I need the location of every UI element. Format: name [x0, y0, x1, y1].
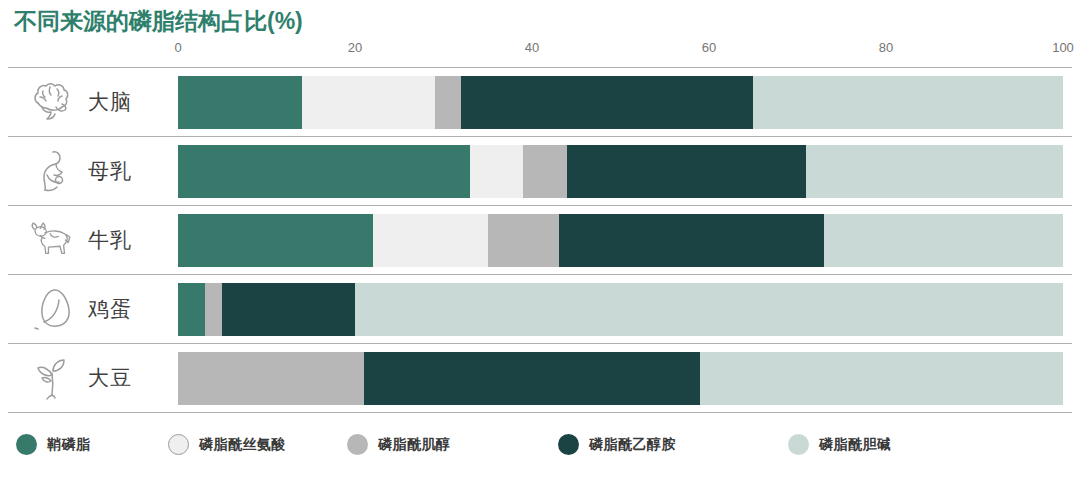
stacked-bar: [178, 283, 1063, 336]
stacked-bar: [178, 76, 1063, 129]
bar-segment: [567, 145, 806, 198]
chart-row: 牛乳: [8, 206, 1072, 275]
breastfeeding-mother-icon: [24, 145, 80, 197]
phosphatidylinositol-swatch-icon: [347, 434, 368, 455]
x-axis: 020406080100: [178, 40, 1063, 60]
row-header: 鸡蛋: [8, 283, 178, 335]
bar-segment: [178, 214, 373, 267]
bar-segment: [364, 352, 700, 405]
row-label: 鸡蛋: [88, 295, 132, 323]
phosphatidylcholine-swatch-icon: [788, 434, 809, 455]
x-axis-tick: 80: [879, 40, 893, 55]
phosphatidylethanolamine-swatch-icon: [558, 434, 579, 455]
bar-segment: [523, 145, 567, 198]
bar-segment: [461, 76, 753, 129]
stacked-bar-chart: 大脑母乳牛乳鸡蛋大豆: [8, 67, 1072, 413]
bar-segment: [205, 283, 223, 336]
legend-item: 磷脂酰乙醇胺: [558, 434, 676, 455]
legend-item: 磷脂酰丝氨酸: [168, 434, 286, 455]
legend-item: 磷脂酰肌醇: [347, 434, 451, 455]
legend-label: 磷脂酰乙醇胺: [589, 436, 676, 454]
bar-segment: [178, 76, 302, 129]
stacked-bar: [178, 352, 1063, 405]
bar-segment: [178, 283, 205, 336]
row-label: 牛乳: [88, 226, 132, 254]
x-axis-tick: 0: [174, 40, 181, 55]
egg-icon: [24, 283, 80, 335]
bar-segment: [806, 145, 1063, 198]
row-header: 大豆: [8, 352, 178, 404]
legend-label: 磷脂酰胆碱: [819, 436, 892, 454]
bar-segment: [700, 352, 1063, 405]
legend-label: 鞘磷脂: [47, 436, 91, 454]
x-axis-tick: 40: [525, 40, 539, 55]
row-label: 大脑: [88, 88, 132, 116]
row-header: 大脑: [8, 76, 178, 128]
bar-segment: [222, 283, 355, 336]
legend-label: 磷脂酰丝氨酸: [199, 436, 286, 454]
legend-item: 鞘磷脂: [16, 434, 91, 455]
bar-segment: [488, 214, 559, 267]
bar-segment: [435, 76, 462, 129]
bar-segment: [559, 214, 825, 267]
legend-item: 磷脂酰胆碱: [788, 434, 892, 455]
chart-row: 大脑: [8, 68, 1072, 137]
page-title: 不同来源的磷脂结构占比(%): [14, 6, 303, 37]
bar-segment: [178, 145, 470, 198]
bar-segment: [302, 76, 435, 129]
legend-label: 磷脂酰肌醇: [378, 436, 451, 454]
chart-row: 大豆: [8, 344, 1072, 413]
row-header: 母乳: [8, 145, 178, 197]
bar-segment: [355, 283, 1063, 336]
bar-segment: [753, 76, 1063, 129]
soybean-sprout-icon: [24, 352, 80, 404]
bar-segment: [178, 352, 364, 405]
bar-segment: [470, 145, 523, 198]
brain-icon: [24, 76, 80, 128]
x-axis-tick: 20: [348, 40, 362, 55]
stacked-bar: [178, 145, 1063, 198]
x-axis-tick: 100: [1052, 40, 1074, 55]
row-label: 母乳: [88, 157, 132, 185]
legend: 鞘磷脂 磷脂酰丝氨酸 磷脂酰肌醇 磷脂酰乙醇胺 磷脂酰胆碱: [0, 434, 1080, 464]
cow-icon: [24, 214, 80, 266]
chart-row: 母乳: [8, 137, 1072, 206]
x-axis-tick: 60: [702, 40, 716, 55]
row-header: 牛乳: [8, 214, 178, 266]
bar-segment: [373, 214, 488, 267]
chart-row: 鸡蛋: [8, 275, 1072, 344]
phosphatidylserine-swatch-icon: [168, 434, 189, 455]
stacked-bar: [178, 214, 1063, 267]
sphingomyelin-swatch-icon: [16, 434, 37, 455]
bar-segment: [824, 214, 1063, 267]
row-label: 大豆: [88, 364, 132, 392]
